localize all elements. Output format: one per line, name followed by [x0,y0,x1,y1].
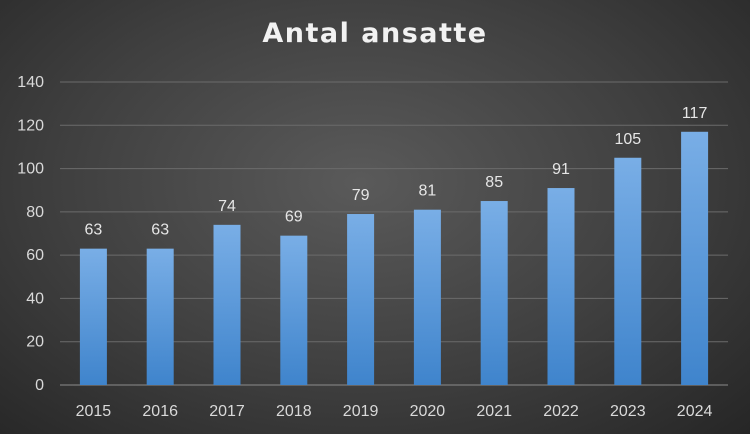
bar-2021 [480,201,508,385]
y-tick-label: 100 [17,161,44,178]
x-tick-label-2016: 2016 [142,403,178,420]
chart-title: Antal ansatte [262,18,488,49]
y-tick-label: 40 [26,290,44,307]
y-tick-label: 60 [26,247,44,264]
x-axis-tick-labels: 2015 2016 2017 2018 2019 2020 2021 2022 2023 2024 [76,403,713,420]
y-tick-label: 80 [26,204,44,221]
data-label-2015: 63 [85,222,103,239]
y-tick-label: 140 [17,74,44,91]
x-tick-label-2017: 2017 [209,403,245,420]
data-label-2023: 105 [614,131,641,148]
bar-2018 [280,235,308,385]
y-tick-label: 20 [26,334,44,351]
y-tick-label: 0 [35,377,44,394]
bar-2024 [681,131,709,385]
data-label-2018: 69 [285,209,303,226]
data-label-2016: 63 [151,222,169,239]
bar-2019 [347,214,375,385]
bars [79,131,709,385]
bar-2016 [146,248,174,385]
x-tick-label-2022: 2022 [543,403,579,420]
data-labels: 63 63 74 69 79 81 85 91 105 117 [85,105,708,239]
x-tick-label-2021: 2021 [476,403,512,420]
x-tick-label-2015: 2015 [76,403,112,420]
x-tick-label-2024: 2024 [677,403,713,420]
x-tick-label-2023: 2023 [610,403,646,420]
bar-2015 [79,248,107,385]
data-label-2021: 85 [485,174,503,191]
data-label-2022: 91 [552,161,570,178]
bar-2023 [614,157,642,385]
data-label-2017: 74 [218,198,236,215]
y-axis-tick-labels: 0 20 40 60 80 100 120 140 [17,74,44,394]
data-label-2020: 81 [419,183,437,200]
bar-2022 [547,188,575,385]
data-label-2019: 79 [352,187,370,204]
x-tick-label-2020: 2020 [410,403,446,420]
data-label-2024: 117 [682,105,708,122]
x-tick-label-2018: 2018 [276,403,312,420]
bar-2017 [213,224,241,385]
y-tick-label: 120 [17,117,44,134]
x-tick-label-2019: 2019 [343,403,379,420]
bar-2020 [413,209,441,385]
